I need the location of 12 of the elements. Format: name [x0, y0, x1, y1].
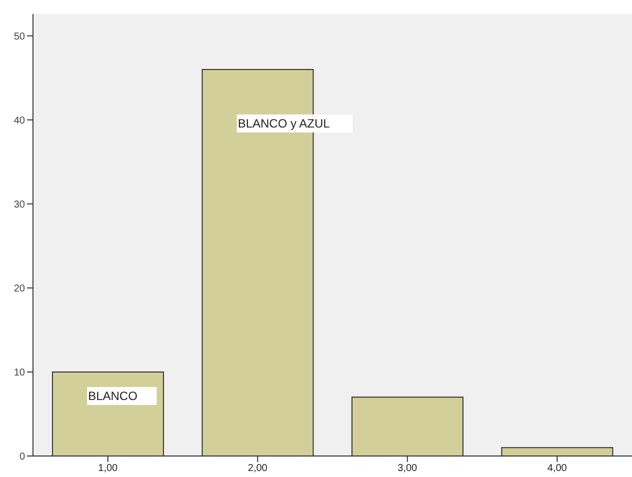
annotation: BLANCO y AZUL: [238, 116, 330, 130]
y-tick-label: 10: [14, 368, 26, 379]
x-tick-label: 3,00: [398, 463, 418, 474]
y-tick-label: 30: [14, 199, 26, 210]
y-tick-label: 20: [14, 283, 26, 294]
y-tick-label: 40: [14, 115, 26, 126]
x-tick-label: 2,00: [248, 463, 268, 474]
x-tick-label: 1,00: [98, 463, 118, 474]
y-tick-label: 50: [14, 31, 26, 42]
annotation: BLANCO: [88, 388, 138, 403]
x-tick-label: 4,00: [547, 463, 568, 474]
y-tick-label: 0: [19, 452, 26, 463]
